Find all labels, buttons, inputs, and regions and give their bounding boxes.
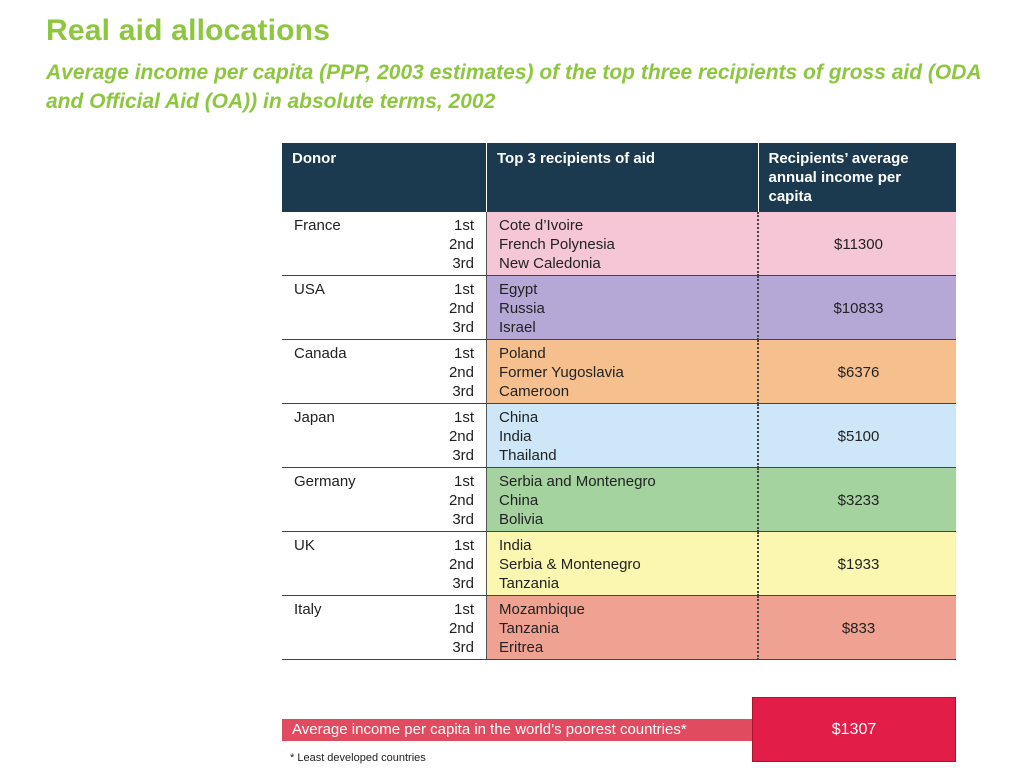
- table-row: UK 1st 2nd 3rd India Serbia & Montenegro Tanza…: [282, 531, 956, 596]
- rank-label: 2nd: [448, 428, 474, 445]
- rank-label: 1st: [453, 217, 474, 234]
- table-row: Japan 1st 2nd 3rd China India Thailand $5100: [282, 403, 956, 468]
- recipients-cell: China India Thailand: [486, 403, 759, 468]
- recipients-cell: Cote d’Ivoire French Polynesia New Caledon…: [486, 212, 759, 276]
- recipient-name: Serbia and Montenegro: [499, 473, 656, 490]
- income-cell: $5100: [758, 403, 956, 468]
- income-cell: $11300: [758, 212, 956, 276]
- rank-label: 3rd: [452, 383, 474, 400]
- income-cell: $10833: [758, 275, 956, 340]
- rank-label: 3rd: [452, 511, 474, 528]
- recipient-name: Bolivia: [499, 511, 544, 528]
- rank-label: 1st: [453, 345, 474, 362]
- donor-name: Canada: [294, 345, 347, 362]
- rank-label: 2nd: [448, 236, 474, 253]
- recipients-cell: Serbia and Montenegro China Bolivia: [486, 467, 759, 532]
- donor-cell: Canada 1st 2nd 3rd: [282, 339, 487, 404]
- recipient-name: Mozambique: [499, 601, 585, 618]
- recipients-cell: India Serbia & Montenegro Tanzania: [486, 531, 759, 596]
- recipient-name: Russia: [499, 300, 545, 317]
- recipient-name: Serbia & Montenegro: [499, 556, 641, 573]
- rank-labels: 1st 2nd 3rd: [449, 600, 474, 657]
- rank-label: 3rd: [452, 319, 474, 336]
- income-cell: $6376: [758, 339, 956, 404]
- recipient-name: Israel: [499, 319, 536, 336]
- rank-label: 2nd: [448, 492, 474, 509]
- recipient-name: Eritrea: [499, 639, 544, 656]
- rank-label: 2nd: [448, 300, 474, 317]
- rank-labels: 1st 2nd 3rd: [449, 344, 474, 401]
- rank-label: 2nd: [448, 556, 474, 573]
- donor-name: Italy: [294, 601, 322, 618]
- rank-label: 3rd: [452, 639, 474, 656]
- donor-cell: Japan 1st 2nd 3rd: [282, 403, 487, 468]
- page-subtitle: Average income per capita (PPP, 2003 est…: [46, 61, 981, 113]
- rank-label: 3rd: [452, 575, 474, 592]
- table-body: France 1st 2nd 3rd Cote d’Ivoire French Polyn…: [282, 212, 956, 660]
- recipient-name: China: [499, 409, 539, 426]
- poorest-countries-value: $1307: [752, 697, 956, 762]
- table-row: Germany 1st 2nd 3rd Serbia and Montenegro Chi…: [282, 467, 956, 532]
- rank-label: 1st: [453, 473, 474, 490]
- income-cell: $833: [758, 595, 956, 660]
- recipients-cell: Egypt Russia Israel: [486, 275, 759, 340]
- rank-labels: 1st 2nd 3rd: [449, 536, 474, 593]
- rank-label: 3rd: [452, 447, 474, 464]
- rank-labels: 1st 2nd 3rd: [449, 472, 474, 529]
- table-row: USA 1st 2nd 3rd Egypt Russia Israel $10833: [282, 275, 956, 340]
- footnote: * Least developed countries: [290, 752, 426, 764]
- recipients-cell: Poland Former Yugoslavia Cameroon: [486, 339, 759, 404]
- income-cell: $3233: [758, 467, 956, 532]
- rank-labels: 1st 2nd 3rd: [449, 408, 474, 465]
- recipient-name: Cameroon: [499, 383, 570, 400]
- donor-name: UK: [294, 537, 315, 554]
- donor-name: Japan: [294, 409, 335, 426]
- rank-labels: 1st 2nd 3rd: [449, 216, 474, 273]
- page-title: Real aid allocations: [46, 14, 331, 47]
- rank-label: 2nd: [448, 620, 474, 637]
- donor-cell: Italy 1st 2nd 3rd: [282, 595, 487, 660]
- recipient-name: Egypt: [499, 281, 538, 298]
- recipient-name: Former Yugoslavia: [499, 364, 624, 381]
- donor-cell: France 1st 2nd 3rd: [282, 212, 487, 276]
- recipient-name: India: [499, 428, 532, 445]
- rank-label: 3rd: [452, 255, 474, 272]
- rank-label: 1st: [453, 409, 474, 426]
- column-header-income: Recipients’ average annual income per ca…: [758, 143, 956, 212]
- recipient-name: Tanzania: [499, 620, 560, 637]
- table-row: Italy 1st 2nd 3rd Mozambique Tanzania Eritrea $…: [282, 595, 956, 660]
- rank-label: 1st: [453, 601, 474, 618]
- table-row: France 1st 2nd 3rd Cote d’Ivoire French Polyn…: [282, 212, 956, 276]
- recipient-name: India: [499, 537, 532, 554]
- recipients-cell: Mozambique Tanzania Eritrea: [486, 595, 759, 660]
- column-header-donor: Donor: [282, 143, 487, 212]
- table-header-row: Donor Top 3 recipients of aid Recipients…: [282, 143, 956, 212]
- donor-name: USA: [294, 281, 325, 298]
- donor-cell: USA 1st 2nd 3rd: [282, 275, 487, 340]
- rank-labels: 1st 2nd 3rd: [449, 280, 474, 337]
- recipient-name: Thailand: [499, 447, 557, 464]
- rank-label: 2nd: [448, 364, 474, 381]
- donor-cell: UK 1st 2nd 3rd: [282, 531, 487, 596]
- rank-label: 1st: [453, 281, 474, 298]
- recipient-name: China: [499, 492, 539, 509]
- donor-cell: Germany 1st 2nd 3rd: [282, 467, 487, 532]
- recipient-name: New Caledonia: [499, 255, 601, 272]
- recipient-name: French Polynesia: [499, 236, 615, 253]
- recipient-name: Poland: [499, 345, 546, 362]
- income-cell: $1933: [758, 531, 956, 596]
- donor-name: France: [294, 217, 341, 234]
- aid-allocations-table: Donor Top 3 recipients of aid Recipients…: [282, 143, 956, 660]
- rank-label: 1st: [453, 537, 474, 554]
- poorest-countries-label: Average income per capita in the world’s…: [282, 719, 752, 741]
- table-row: Canada 1st 2nd 3rd Poland Former Yugoslavia Ca…: [282, 339, 956, 404]
- recipient-name: Cote d’Ivoire: [499, 217, 584, 234]
- donor-name: Germany: [294, 473, 356, 490]
- recipient-name: Tanzania: [499, 575, 560, 592]
- column-header-recipients: Top 3 recipients of aid: [486, 143, 759, 212]
